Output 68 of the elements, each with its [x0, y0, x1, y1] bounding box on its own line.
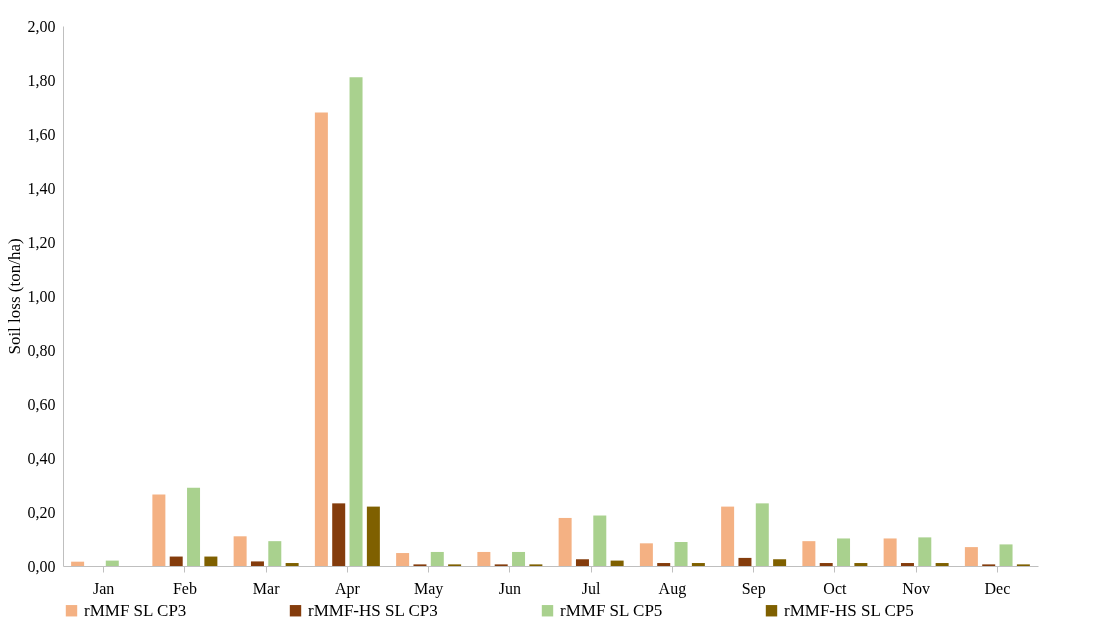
bar: [721, 506, 735, 566]
legend-label: rMMF-HS SL CP3: [308, 600, 438, 620]
y-tick-label: 1,40: [27, 179, 56, 197]
bar: [819, 563, 833, 566]
y-tick-label: 0,40: [27, 449, 56, 467]
bar: [883, 538, 897, 566]
bar: [639, 543, 653, 566]
bar: [999, 544, 1013, 566]
x-tick-label: Apr: [334, 579, 361, 598]
bar: [773, 559, 787, 566]
y-tick-label: 1,80: [27, 71, 56, 89]
bar: [610, 560, 624, 566]
bar: [366, 506, 380, 566]
legend-label: rMMF SL CP3: [84, 600, 187, 620]
y-tick-label: 1,60: [27, 125, 56, 143]
bar: [396, 553, 410, 566]
bar: [755, 503, 769, 566]
x-tick-label: Mar: [252, 579, 281, 597]
bar: [187, 487, 201, 566]
bar: [314, 112, 328, 566]
x-tick-label: Jul: [581, 579, 602, 597]
bar: [71, 561, 85, 566]
bar: [837, 538, 851, 566]
y-tick-label: 2,00: [27, 17, 56, 35]
bar: [575, 559, 589, 566]
bar: [854, 563, 868, 566]
bar: [657, 563, 671, 566]
x-tick-label: Jan: [92, 579, 115, 597]
x-tick-label: May: [413, 579, 444, 598]
bar: [593, 515, 607, 566]
x-tick-label: Jun: [498, 579, 521, 597]
x-tick-label: Feb: [172, 579, 197, 597]
y-tick-label: 0,80: [27, 341, 56, 359]
bar: [802, 541, 816, 566]
x-tick-label: Aug: [658, 579, 687, 598]
bar: [674, 541, 688, 566]
x-tick-label: Nov: [902, 579, 930, 597]
bar: [558, 517, 572, 566]
bar: [285, 563, 299, 566]
bar: [105, 560, 119, 566]
bar: [349, 77, 363, 566]
bar: [268, 541, 282, 566]
y-axis-title: Soil loss (ton/ha): [4, 238, 24, 355]
bar: [964, 547, 978, 566]
bar: [430, 551, 444, 566]
y-tick-label: 1,00: [27, 287, 56, 305]
x-tick-label: Oct: [823, 579, 847, 597]
bar: [738, 557, 752, 566]
bar: [918, 537, 932, 566]
bar: [935, 563, 949, 566]
bar: [169, 556, 183, 566]
bar: [477, 551, 491, 566]
y-tick-label: 0,00: [27, 557, 56, 575]
bar: [152, 494, 166, 566]
x-tick-label: Dec: [984, 579, 1011, 597]
bar: [691, 563, 705, 566]
bar: [233, 536, 247, 566]
bar: [900, 563, 914, 566]
x-tick-label: Sep: [741, 579, 766, 598]
bar: [332, 503, 346, 566]
bar: [204, 556, 218, 566]
y-tick-label: 1,20: [27, 233, 56, 251]
bar: [512, 551, 526, 566]
y-tick-label: 0,60: [27, 395, 56, 413]
y-tick-label: 0,20: [27, 503, 56, 521]
legend-label: rMMF-HS SL CP5: [784, 600, 914, 620]
legend-label: rMMF SL CP5: [560, 600, 663, 620]
bar: [250, 561, 264, 566]
